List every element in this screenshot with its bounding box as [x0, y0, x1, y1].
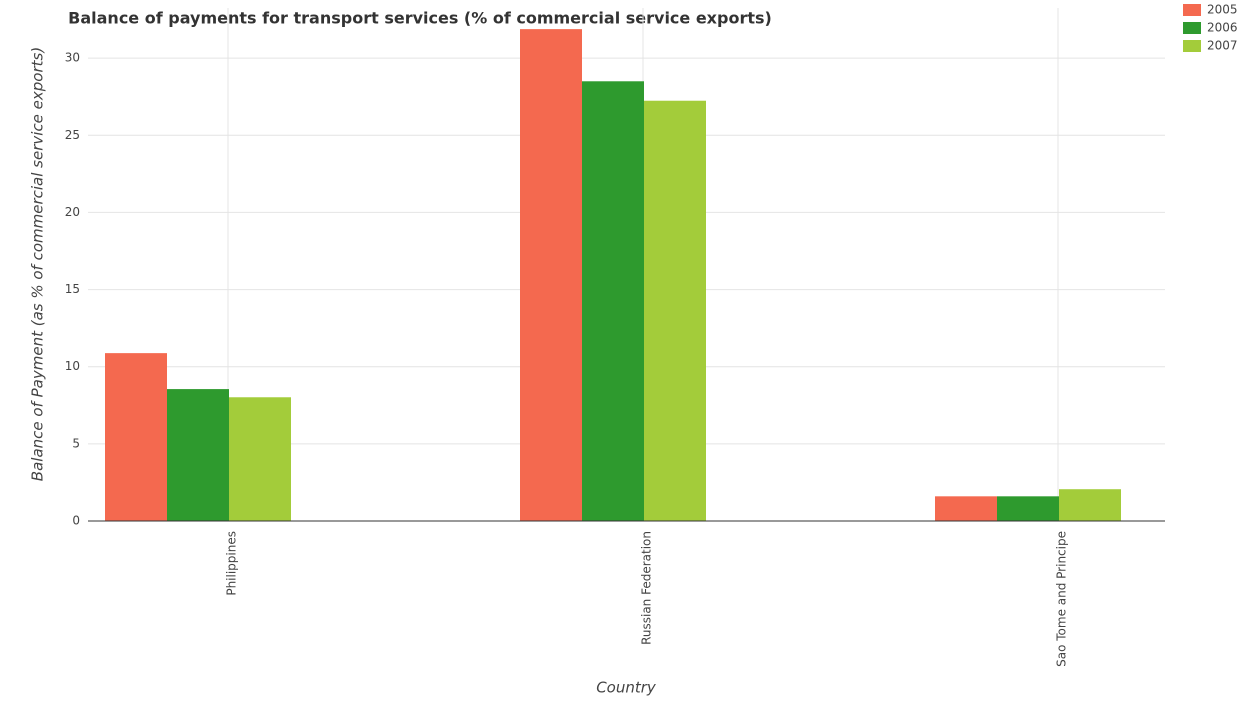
- legend-swatch: [1183, 40, 1201, 52]
- legend-label: 2006: [1207, 21, 1238, 35]
- y-axis-label: Balance of Payment (as % of commercial s…: [29, 47, 47, 481]
- bar: [644, 100, 706, 522]
- bar: [167, 389, 229, 521]
- x-axis-label: Country: [596, 679, 657, 697]
- bar: [520, 29, 582, 521]
- bar: [229, 397, 291, 521]
- x-tick-label: Russian Federation: [640, 531, 654, 645]
- legend-label: 2007: [1207, 39, 1238, 53]
- y-tick-label: 30: [65, 51, 80, 65]
- y-tick-label: 5: [72, 436, 80, 450]
- chart-title: Balance of payments for transport servic…: [68, 9, 772, 28]
- x-tick-label: Sao Tome and Principe: [1055, 531, 1069, 667]
- x-tick-label: Philippines: [225, 531, 239, 596]
- bar: [1059, 489, 1121, 521]
- y-tick-label: 25: [65, 128, 80, 142]
- y-tick-label: 20: [65, 205, 80, 219]
- bar: [997, 496, 1059, 521]
- y-tick-label: 10: [65, 359, 80, 373]
- bar: [935, 496, 997, 521]
- bar: [582, 81, 644, 522]
- y-tick-label: 15: [65, 282, 80, 296]
- legend-swatch: [1183, 22, 1201, 34]
- bar: [105, 353, 167, 521]
- y-tick-label: 0: [72, 514, 80, 528]
- legend-swatch: [1183, 4, 1201, 16]
- legend-label: 2005: [1207, 3, 1238, 17]
